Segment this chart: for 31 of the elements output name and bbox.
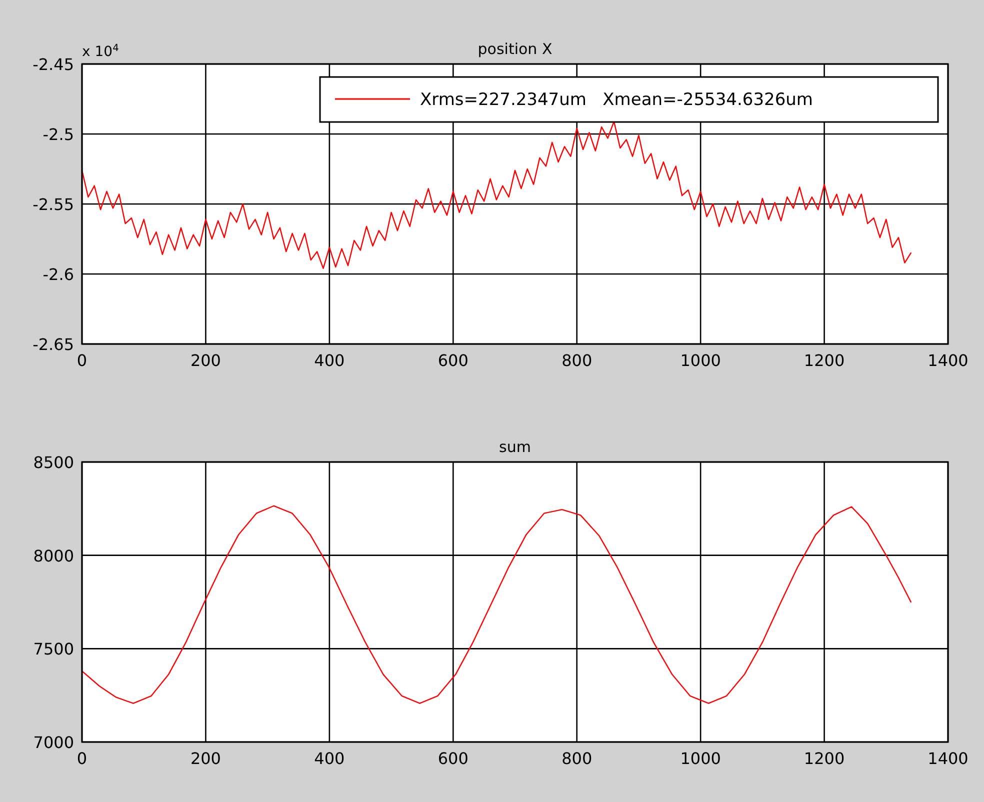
x-tick-label: 0 bbox=[76, 351, 88, 370]
legend-label: Xrms=227.2347um Xmean=-25534.6326um bbox=[420, 90, 813, 110]
text: x 10$^{4}$ bbox=[82, 42, 119, 60]
x-tick-label: 1200 bbox=[804, 749, 845, 768]
x-tick-label: 600 bbox=[438, 749, 468, 768]
y-tick-label: -2.6 bbox=[42, 265, 74, 284]
y-tick-label: 7500 bbox=[33, 640, 74, 659]
x-tick-label: 400 bbox=[314, 749, 345, 768]
y-tick-label: -2.45 bbox=[32, 55, 74, 74]
chart-title: position X bbox=[478, 40, 552, 58]
line-series bbox=[81, 120, 912, 269]
y-tick-label: -2.65 bbox=[32, 335, 74, 354]
y-tick-label: 8000 bbox=[33, 546, 74, 566]
y-tick-label: -2.55 bbox=[32, 195, 74, 214]
x-tick-label: 800 bbox=[562, 351, 592, 370]
x-tick-label: 1400 bbox=[928, 749, 968, 768]
x-tick-label: 600 bbox=[438, 351, 468, 370]
x-tick-label: 1000 bbox=[680, 749, 721, 768]
x-tick-label: 1200 bbox=[804, 351, 845, 370]
x-tick-label: 0 bbox=[76, 749, 88, 768]
x-tick-label: 200 bbox=[190, 351, 221, 370]
line-series bbox=[81, 505, 912, 704]
y-tick-label: 7000 bbox=[33, 733, 74, 752]
x-tick-label: 400 bbox=[314, 351, 345, 370]
x-tick-label: 800 bbox=[562, 749, 592, 768]
y-tick-label: -2.5 bbox=[42, 125, 74, 144]
x-tick-label: 1000 bbox=[680, 351, 721, 370]
chart-title: sum bbox=[499, 438, 531, 456]
x-tick-label: 200 bbox=[190, 749, 221, 768]
x-tick-label: 1400 bbox=[928, 351, 968, 370]
y-tick-label: 8500 bbox=[33, 453, 74, 472]
